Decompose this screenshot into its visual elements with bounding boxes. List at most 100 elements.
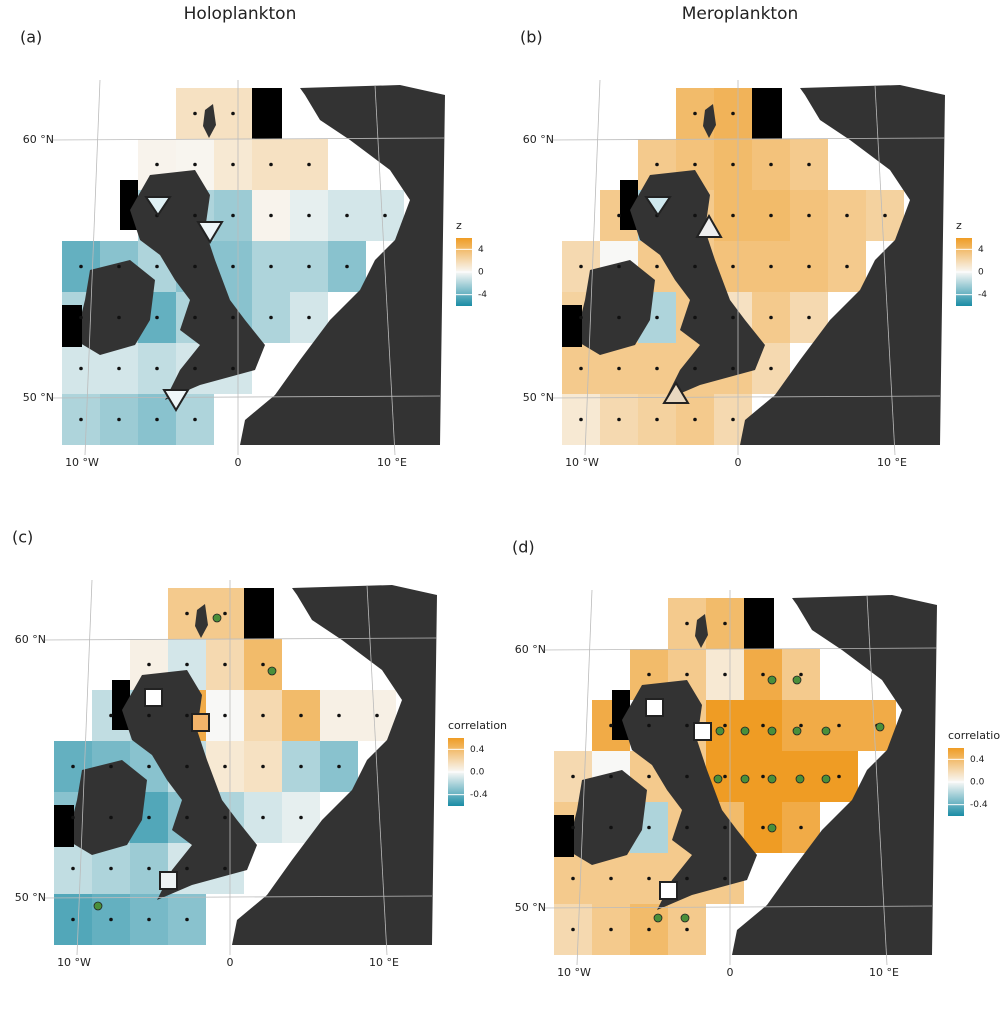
station-dot [609,876,613,881]
station-dot [647,876,651,881]
green-dot [795,774,805,784]
station-dot [761,774,765,779]
station-dot [579,366,583,371]
lat-label: 50 °N [23,391,54,404]
station-dot [807,315,811,320]
triangle-marker [695,213,723,238]
station-dot [837,774,841,779]
station-dot [71,917,75,922]
station-dot [579,315,583,320]
station-dot [655,417,659,422]
station-dot [883,213,887,218]
legend-title: correlation [948,729,1001,742]
station-dot [193,315,197,320]
station-dot [345,264,349,269]
land [195,604,208,638]
graticule [549,395,941,399]
markers [144,196,723,900]
legend-tick-label: -0.4 [470,790,488,800]
graticule [576,589,593,966]
station-dot [185,713,189,718]
green-dot [715,726,725,736]
station-dot [147,815,151,820]
station-dot [193,417,197,422]
legend-title: correlation [448,719,507,732]
station-dot [609,927,613,932]
station-dot [117,264,121,269]
station-dot [807,213,811,218]
station-dot [609,723,613,728]
lon-label: 10 °E [369,956,399,969]
station-dot [299,713,303,718]
land [62,305,82,347]
land [630,170,765,400]
graticule [41,637,438,641]
green-dot [680,913,690,923]
lat-label: 50 °N [523,391,554,404]
green-dot [267,666,277,676]
station-dot [693,111,697,116]
land [622,680,757,910]
land [703,104,716,138]
station-dot [193,264,197,269]
station-dot [269,315,273,320]
station-dot [685,927,689,932]
green-dot [767,774,777,784]
station-dot [685,825,689,830]
station-dot [185,764,189,769]
graticule [584,79,601,456]
graticule [76,579,93,956]
station-dot [231,162,235,167]
square-marker [144,688,163,707]
land [75,260,155,355]
lat-label: 60 °N [15,633,46,646]
land [695,614,708,648]
map-panel: (d) 60 °N 50 °N 10 °W 0 10 °E correlation 0.4 0.… [512,538,1001,980]
station-dot [223,764,227,769]
station-dot [79,417,83,422]
station-dot [117,366,121,371]
station-dot [723,723,727,728]
station-dot [307,213,311,218]
lat-label: 50 °N [15,891,46,904]
panel-label: (a) [20,28,42,47]
panel-label: (b) [520,28,543,47]
station-dot [731,366,735,371]
station-dot [231,366,235,371]
lat-label: 60 °N [523,133,554,146]
land [575,260,655,355]
land [732,595,937,955]
triangle-marker [196,221,224,244]
station-dot [79,264,83,269]
station-dot [731,111,735,116]
land [240,85,445,445]
station-dot [155,264,159,269]
station-dot [261,764,265,769]
station-dot [147,866,151,871]
triangle-marker [662,381,690,404]
station-dot [655,366,659,371]
station-dot [571,825,575,830]
station-dot [685,672,689,677]
triangle-marker [162,389,190,412]
lon-label: 10 °W [565,456,599,469]
station-dot [375,713,379,718]
legend-tick-label: -4 [478,290,487,300]
station-dot [147,662,151,667]
triangle-marker [644,196,672,217]
station-dot [109,815,113,820]
square-marker [191,713,210,732]
station-dot [647,927,651,932]
graticule [49,137,446,141]
lon-label: 10 °W [65,456,99,469]
legend-tick-label: 0.4 [470,745,485,755]
legend-tick-label: -4 [978,290,987,300]
station-dot [345,213,349,218]
station-dot [571,876,575,881]
square-marker [659,881,678,900]
station-dot [155,162,159,167]
missing-cell [744,598,774,649]
triangle-marker [144,196,172,217]
station-dot [807,264,811,269]
station-dot [261,662,265,667]
